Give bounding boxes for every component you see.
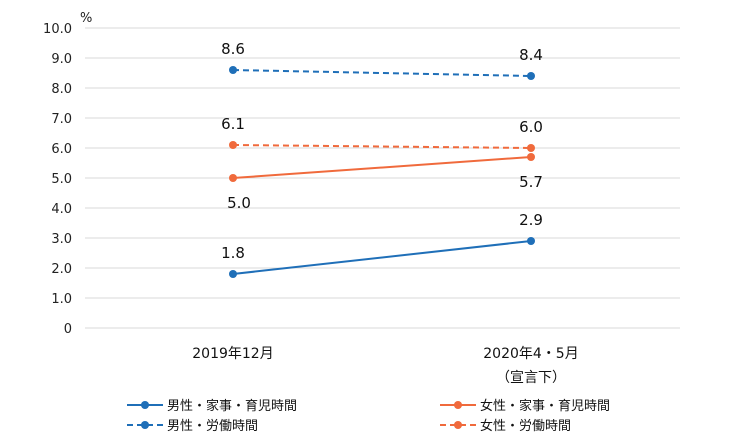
- data-point: [229, 270, 237, 278]
- data-point: [229, 174, 237, 182]
- y-tick-label: 3.0: [51, 232, 72, 247]
- y-tick-label: 1.0: [51, 292, 72, 307]
- legend-label: 男性・労働時間: [167, 419, 258, 434]
- y-tick-label: 2.0: [51, 262, 72, 277]
- data-label: 5.0: [227, 194, 251, 212]
- data-label: 2.9: [519, 211, 543, 229]
- data-point: [527, 153, 535, 161]
- y-axis: % 0 1.0 2.0 3.0 4.0 5.0 6.0 7.0 8.0 9.0 10.0: [43, 11, 92, 337]
- data-point: [229, 141, 237, 149]
- y-tick-label: 8.0: [51, 82, 72, 97]
- legend-label: 男性・家事・育児時間: [167, 398, 297, 414]
- category-label-1: 2019年12月: [192, 346, 273, 362]
- legend-marker: [141, 421, 149, 429]
- series-line: [232, 69, 532, 77]
- legend-marker: [141, 401, 149, 409]
- legend-marker: [454, 421, 462, 429]
- x-axis-categories: 2019年12月 2020年4・5月 （宣言下）: [192, 346, 578, 386]
- data-point: [229, 66, 237, 74]
- y-tick-label: 4.0: [51, 202, 72, 217]
- data-point: [527, 144, 535, 152]
- data-point: [527, 72, 535, 80]
- series-line: [232, 156, 532, 179]
- data-label: 1.8: [221, 244, 245, 262]
- y-tick-label: 10.0: [43, 22, 72, 37]
- data-label: 8.6: [221, 40, 245, 58]
- category-label-2: 2020年4・5月: [483, 346, 578, 362]
- y-unit-label: %: [80, 11, 92, 26]
- y-tick-label: 9.0: [51, 52, 72, 67]
- data-point: [527, 237, 535, 245]
- legend-marker: [454, 401, 462, 409]
- category-sublabel-2: （宣言下）: [496, 370, 566, 386]
- data-labels: 1.8 2.9 5.0 5.7 8.6 8.4 6.1 6.0: [221, 40, 543, 262]
- data-label: 6.1: [221, 115, 245, 133]
- data-label: 6.0: [519, 118, 543, 136]
- grid-lines: [85, 27, 680, 329]
- legend-label: 女性・家事・育児時間: [480, 398, 610, 414]
- series-lines: [229, 66, 535, 278]
- data-label: 8.4: [519, 46, 543, 64]
- y-tick-label: 0: [64, 322, 72, 337]
- data-label: 5.7: [519, 173, 543, 191]
- y-tick-label: 7.0: [51, 112, 72, 127]
- y-tick-label: 6.0: [51, 142, 72, 157]
- legend-label: 女性・労働時間: [480, 418, 571, 434]
- series-line: [232, 240, 532, 275]
- y-tick-label: 5.0: [51, 172, 72, 187]
